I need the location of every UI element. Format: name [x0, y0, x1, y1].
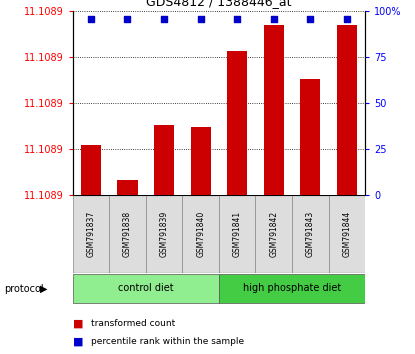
Bar: [300, 79, 320, 195]
Text: GSM791841: GSM791841: [233, 211, 242, 257]
Bar: [219, 274, 365, 303]
Bar: [227, 51, 247, 195]
Text: GSM791840: GSM791840: [196, 211, 205, 257]
Bar: [109, 195, 146, 273]
Bar: [81, 145, 101, 195]
Bar: [146, 195, 182, 273]
Text: GSM791839: GSM791839: [159, 211, 168, 257]
Text: GSM791844: GSM791844: [342, 211, 352, 257]
Text: GSM791838: GSM791838: [123, 211, 132, 257]
Point: [307, 16, 314, 22]
Bar: [190, 127, 211, 195]
Bar: [182, 195, 219, 273]
Bar: [256, 195, 292, 273]
Text: high phosphate diet: high phosphate diet: [243, 283, 341, 293]
Bar: [219, 195, 256, 273]
Bar: [329, 195, 365, 273]
Bar: [73, 274, 219, 303]
Text: GSM791843: GSM791843: [306, 211, 315, 257]
Text: ■: ■: [73, 319, 83, 329]
Bar: [337, 25, 357, 195]
Point: [88, 16, 94, 22]
Point: [271, 16, 277, 22]
Text: percentile rank within the sample: percentile rank within the sample: [91, 337, 244, 346]
Title: GDS4812 / 1388446_at: GDS4812 / 1388446_at: [146, 0, 292, 8]
Bar: [292, 195, 329, 273]
Text: transformed count: transformed count: [91, 319, 176, 329]
Point: [344, 16, 350, 22]
Point: [161, 16, 167, 22]
Point: [197, 16, 204, 22]
Bar: [73, 195, 109, 273]
Point: [234, 16, 241, 22]
Bar: [264, 25, 284, 195]
Point: [124, 16, 131, 22]
Text: GSM791837: GSM791837: [86, 211, 95, 257]
Bar: [117, 180, 137, 195]
Text: ▶: ▶: [40, 284, 47, 293]
Text: ■: ■: [73, 337, 83, 347]
Text: protocol: protocol: [4, 284, 44, 293]
Text: GSM791842: GSM791842: [269, 211, 278, 257]
Text: control diet: control diet: [118, 283, 173, 293]
Bar: [154, 125, 174, 195]
